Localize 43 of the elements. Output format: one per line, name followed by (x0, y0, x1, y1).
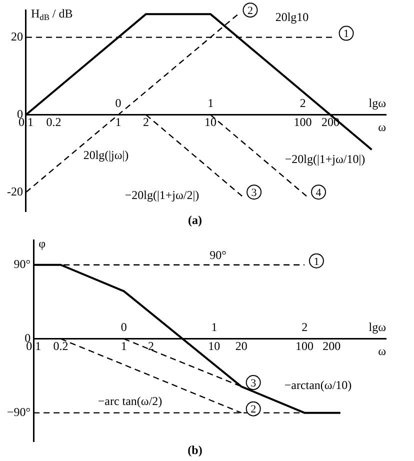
x-axis-title: ω (378, 120, 386, 134)
series-label: 1 (344, 28, 350, 40)
x2-axis-title: lgω (368, 96, 386, 110)
annotation: 20lg10 (275, 10, 309, 24)
text: (a) (188, 212, 202, 227)
x-tick-label: 100 (295, 339, 314, 354)
x-tick-label: 2 (148, 339, 154, 354)
x-tick-label: 10 (208, 339, 220, 354)
x-axis-title: ω (378, 344, 386, 358)
annotation: −20lg(|1+jω/10|) (284, 152, 366, 166)
x2-axis-title: lgω (368, 320, 386, 334)
x-tick-label: 2 (142, 115, 149, 130)
y-tick-label: 90° (14, 257, 31, 272)
x-tick-label: 20 (235, 339, 248, 354)
x2-tick-label: 2 (300, 96, 306, 110)
y-tick-label: 20 (10, 29, 23, 44)
annotation: −20lg(|1+jω/2|) (124, 188, 200, 202)
y-tick-label: −90° (6, 404, 31, 419)
series-label: 1 (314, 256, 320, 268)
series-label: 4 (316, 187, 322, 199)
annotation: −arctan(ω/10) (284, 378, 352, 392)
x2-tick-label: 0 (120, 320, 127, 334)
y-axis-title: φ (38, 236, 46, 250)
text: (b) (188, 442, 202, 457)
x-tick-label: 100 (294, 115, 312, 130)
annotation: 20lg(|jω|) (83, 148, 129, 162)
annotation: −arc tan(ω/2) (98, 394, 162, 408)
series-label: 2 (247, 4, 253, 17)
x-tick-label: 200 (322, 339, 341, 354)
x2-tick-label: 0 (115, 96, 122, 110)
annotation: 90° (210, 248, 227, 262)
y-tick-label: -20 (6, 184, 23, 198)
series-label: 2 (250, 404, 256, 416)
x-tick-label: 0.2 (46, 115, 62, 130)
series-label: 3 (251, 187, 258, 199)
x2-tick-label: 2 (302, 320, 308, 334)
x-tick-label: 1 (120, 339, 127, 354)
x-tick-label: 0.2 (53, 339, 68, 354)
series-label: 3 (250, 377, 257, 390)
x-tick-label: 10 (204, 115, 216, 130)
x2-tick-label: 1 (211, 320, 218, 334)
x-tick-label: 1 (115, 115, 122, 130)
x2-tick-label: 1 (208, 96, 214, 110)
